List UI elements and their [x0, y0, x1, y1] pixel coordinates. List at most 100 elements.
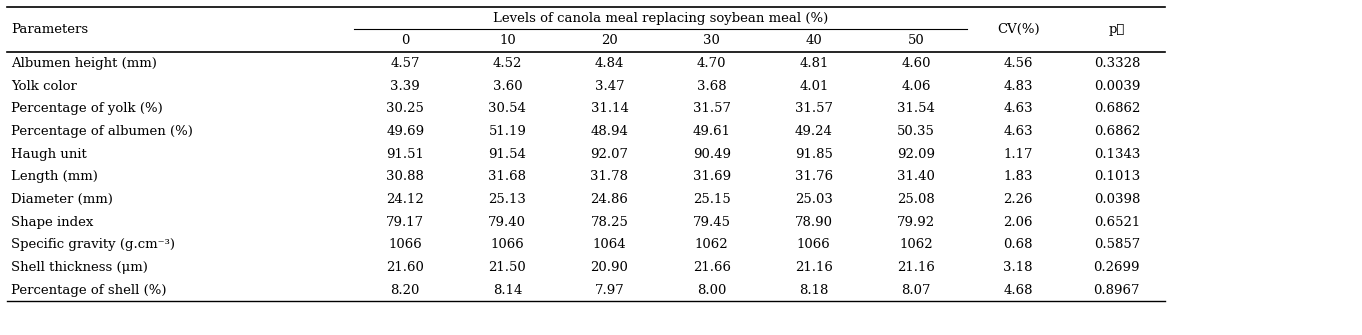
- Text: 1.17: 1.17: [1004, 147, 1032, 160]
- Text: 10: 10: [498, 34, 516, 47]
- Text: 3.39: 3.39: [391, 79, 419, 92]
- Text: 1064: 1064: [592, 238, 627, 251]
- Text: 30.25: 30.25: [387, 102, 424, 115]
- Text: 3.47: 3.47: [595, 79, 624, 92]
- Text: 31.57: 31.57: [795, 102, 832, 115]
- Text: 31.40: 31.40: [898, 170, 934, 183]
- Text: 2.06: 2.06: [1004, 215, 1032, 228]
- Text: 91.51: 91.51: [387, 147, 424, 160]
- Text: Specific gravity (g.cm⁻³): Specific gravity (g.cm⁻³): [11, 238, 174, 251]
- Text: 25.03: 25.03: [795, 193, 832, 206]
- Text: 49.69: 49.69: [387, 125, 424, 138]
- Text: 4.68: 4.68: [1004, 283, 1032, 296]
- Text: 0.5857: 0.5857: [1094, 238, 1140, 251]
- Text: 31.57: 31.57: [693, 102, 730, 115]
- Text: 24.86: 24.86: [591, 193, 628, 206]
- Text: 8.00: 8.00: [697, 283, 726, 296]
- Text: 8.18: 8.18: [799, 283, 828, 296]
- Text: Percentage of albumen (%): Percentage of albumen (%): [11, 125, 193, 138]
- Text: 25.08: 25.08: [898, 193, 934, 206]
- Text: 31.78: 31.78: [591, 170, 628, 183]
- Text: 1066: 1066: [490, 238, 524, 251]
- Text: 4.70: 4.70: [697, 57, 726, 70]
- Text: 31.14: 31.14: [591, 102, 628, 115]
- Text: Parameters: Parameters: [11, 23, 89, 36]
- Text: 91.54: 91.54: [489, 147, 526, 160]
- Text: Length (mm): Length (mm): [11, 170, 98, 183]
- Text: 24.12: 24.12: [387, 193, 424, 206]
- Text: 31.54: 31.54: [898, 102, 934, 115]
- Text: 0: 0: [400, 34, 410, 47]
- Text: Shape index: Shape index: [11, 215, 93, 228]
- Text: 78.25: 78.25: [591, 215, 628, 228]
- Text: 1062: 1062: [695, 238, 729, 251]
- Text: Shell thickness (μm): Shell thickness (μm): [11, 261, 147, 274]
- Text: 3.18: 3.18: [1004, 261, 1032, 274]
- Text: 2.26: 2.26: [1004, 193, 1032, 206]
- Text: p★: p★: [1109, 23, 1125, 36]
- Text: 0.0039: 0.0039: [1094, 79, 1140, 92]
- Text: 8.20: 8.20: [391, 283, 419, 296]
- Text: 79.40: 79.40: [489, 215, 526, 228]
- Text: Percentage of yolk (%): Percentage of yolk (%): [11, 102, 162, 115]
- Text: 0.6862: 0.6862: [1094, 102, 1140, 115]
- Text: 51.19: 51.19: [489, 125, 526, 138]
- Text: 4.57: 4.57: [391, 57, 419, 70]
- Text: 4.56: 4.56: [1004, 57, 1032, 70]
- Text: 0.6862: 0.6862: [1094, 125, 1140, 138]
- Text: 8.07: 8.07: [902, 283, 930, 296]
- Text: 1066: 1066: [388, 238, 422, 251]
- Text: 20: 20: [601, 34, 618, 47]
- Text: CV(%): CV(%): [997, 23, 1039, 36]
- Text: Yolk color: Yolk color: [11, 79, 76, 92]
- Text: Percentage of shell (%): Percentage of shell (%): [11, 283, 166, 296]
- Text: 21.16: 21.16: [898, 261, 934, 274]
- Text: 0.2699: 0.2699: [1094, 261, 1140, 274]
- Text: 1066: 1066: [797, 238, 831, 251]
- Text: Albumen height (mm): Albumen height (mm): [11, 57, 157, 70]
- Text: 21.16: 21.16: [795, 261, 832, 274]
- Text: 4.52: 4.52: [493, 57, 522, 70]
- Text: 0.1013: 0.1013: [1094, 170, 1140, 183]
- Text: 91.85: 91.85: [795, 147, 832, 160]
- Text: 30.88: 30.88: [387, 170, 424, 183]
- Text: 3.60: 3.60: [493, 79, 522, 92]
- Text: 25.15: 25.15: [693, 193, 730, 206]
- Text: Haugh unit: Haugh unit: [11, 147, 87, 160]
- Text: Diameter (mm): Diameter (mm): [11, 193, 113, 206]
- Text: 50.35: 50.35: [898, 125, 934, 138]
- Text: 79.92: 79.92: [898, 215, 934, 228]
- Text: 8.14: 8.14: [493, 283, 522, 296]
- Text: 0.1343: 0.1343: [1094, 147, 1140, 160]
- Text: 0.68: 0.68: [1004, 238, 1032, 251]
- Text: 25.13: 25.13: [489, 193, 526, 206]
- Text: 79.17: 79.17: [387, 215, 424, 228]
- Text: 1062: 1062: [899, 238, 933, 251]
- Text: 0.0398: 0.0398: [1094, 193, 1140, 206]
- Text: 4.01: 4.01: [799, 79, 828, 92]
- Text: 49.24: 49.24: [795, 125, 832, 138]
- Text: 30.54: 30.54: [489, 102, 526, 115]
- Text: 40: 40: [805, 34, 823, 47]
- Text: 90.49: 90.49: [693, 147, 730, 160]
- Text: 4.06: 4.06: [902, 79, 930, 92]
- Text: 4.83: 4.83: [1004, 79, 1032, 92]
- Text: 1.83: 1.83: [1004, 170, 1032, 183]
- Text: Levels of canola meal replacing soybean meal (%): Levels of canola meal replacing soybean …: [493, 11, 828, 24]
- Text: 3.68: 3.68: [697, 79, 726, 92]
- Text: 4.84: 4.84: [595, 57, 624, 70]
- Text: 21.60: 21.60: [387, 261, 424, 274]
- Text: 4.81: 4.81: [799, 57, 828, 70]
- Text: 31.68: 31.68: [489, 170, 526, 183]
- Text: 21.66: 21.66: [693, 261, 730, 274]
- Text: 0.3328: 0.3328: [1094, 57, 1140, 70]
- Text: 31.69: 31.69: [693, 170, 730, 183]
- Text: 4.63: 4.63: [1004, 102, 1032, 115]
- Text: 78.90: 78.90: [795, 215, 832, 228]
- Text: 7.97: 7.97: [595, 283, 624, 296]
- Text: 0.8967: 0.8967: [1094, 283, 1140, 296]
- Text: 30: 30: [703, 34, 720, 47]
- Text: 92.09: 92.09: [898, 147, 934, 160]
- Text: 4.60: 4.60: [902, 57, 930, 70]
- Text: 0.6521: 0.6521: [1094, 215, 1140, 228]
